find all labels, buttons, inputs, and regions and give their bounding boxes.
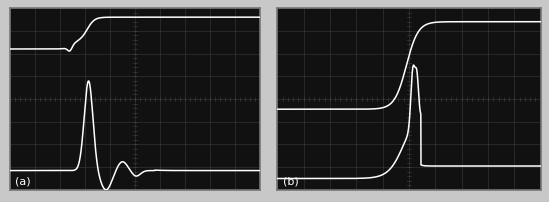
Text: (a): (a) bbox=[15, 176, 31, 186]
Text: (b): (b) bbox=[283, 176, 298, 186]
